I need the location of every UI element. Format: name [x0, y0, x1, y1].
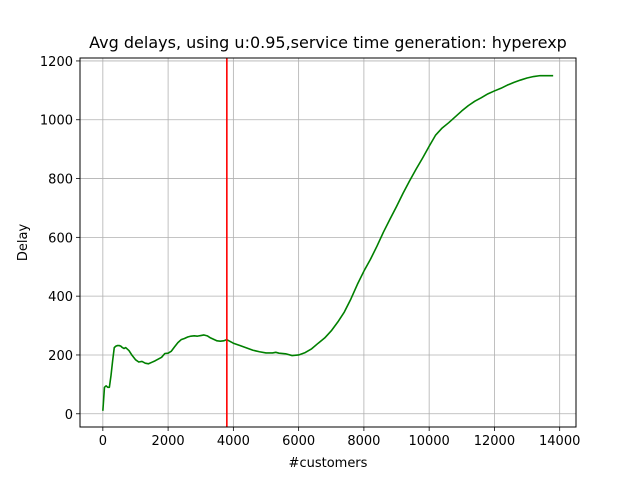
x-tick-label: 10000: [408, 434, 449, 449]
delay-series-line: [102, 74, 554, 411]
series-layer: [102, 74, 554, 411]
chart-title: Avg delays, using u:0.95,service time ge…: [89, 33, 567, 52]
y-tick-label: 0: [65, 408, 73, 423]
grid: [80, 58, 576, 427]
plot-frame: [79, 57, 577, 428]
y-tick-label: 200: [48, 349, 73, 364]
ticks: 0 2000 4000 6000 8000 10000 12000 14000 0 200 400 6…: [40, 55, 580, 449]
x-tick-label: 8000: [347, 434, 380, 449]
y-tick-label: 1000: [40, 114, 73, 129]
y-tick-label: 400: [48, 290, 73, 305]
x-axis-label: #customers: [289, 456, 368, 471]
x-tick-label: 6000: [282, 434, 315, 449]
x-tick-label: 2000: [152, 434, 185, 449]
y-tick-label: 1200: [40, 55, 73, 70]
y-tick-label: 800: [48, 173, 73, 188]
y-tick-label: 600: [48, 231, 73, 246]
x-tick-label: 14000: [539, 434, 580, 449]
y-axis-label: Delay: [16, 224, 31, 262]
x-tick-label: 4000: [217, 434, 250, 449]
x-tick-label: 0: [99, 434, 107, 449]
x-tick-label: 12000: [474, 434, 515, 449]
